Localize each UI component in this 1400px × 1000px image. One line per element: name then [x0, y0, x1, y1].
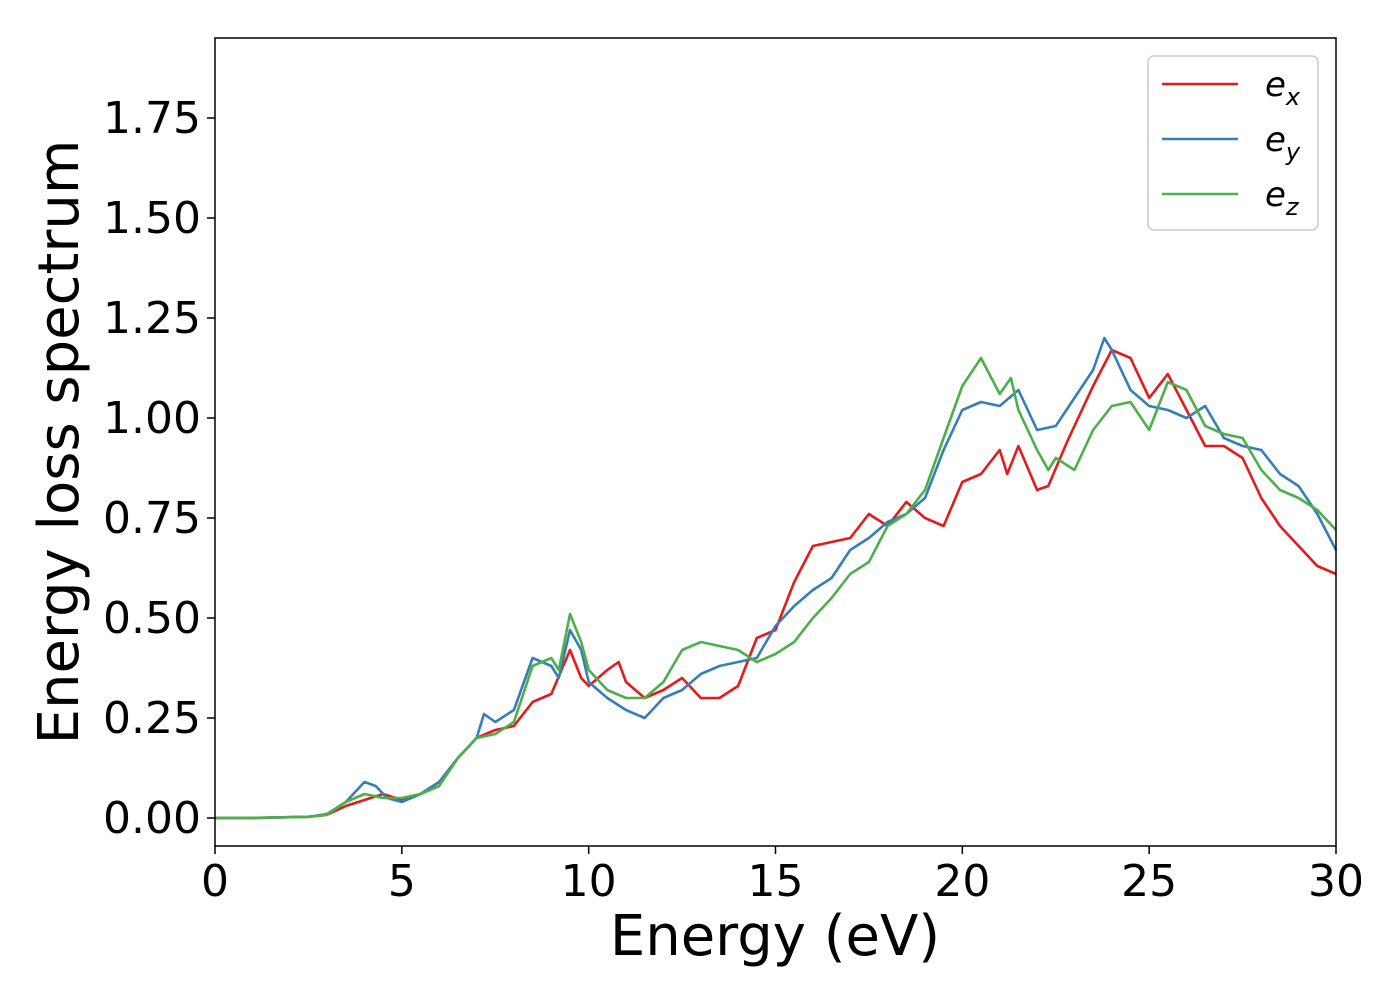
series-line-e-z [215, 356, 1337, 820]
y-axis-title: Energy loss spectrum [27, 140, 92, 745]
y-tick-label: 0.50 [103, 593, 201, 644]
y-tick-label: 0.75 [103, 493, 201, 544]
y-axis: 0.00 0.25 0.50 0.75 1.00 1.25 1.50 1.75 [103, 93, 215, 844]
x-tick-label: 30 [1308, 856, 1364, 907]
legend-box [1147, 55, 1319, 231]
legend: ex ey ez [1147, 55, 1319, 231]
y-tick-label: 1.75 [103, 93, 201, 144]
series-line-e-y [215, 336, 1338, 820]
x-tick-label: 15 [748, 856, 804, 907]
legend-label: ez [1265, 175, 1300, 221]
y-tick-label: 0.25 [103, 693, 201, 744]
x-tick-label: 25 [1121, 856, 1177, 907]
legend-label: ey [1265, 120, 1301, 166]
x-tick-label: 20 [934, 856, 990, 907]
series-layer [215, 336, 1338, 820]
x-tick-label: 10 [561, 856, 617, 907]
x-axis: 0 5 10 15 20 25 30 [201, 846, 1364, 907]
legend-label: ex [1265, 65, 1301, 111]
y-tick-label: 0.00 [103, 793, 201, 844]
y-tick-label: 1.50 [103, 193, 201, 244]
x-axis-title: Energy (eV) [610, 904, 940, 969]
y-tick-label: 1.00 [103, 393, 201, 444]
x-tick-label: 5 [388, 856, 416, 907]
y-tick-label: 1.25 [103, 293, 201, 344]
x-tick-label: 0 [201, 856, 229, 907]
